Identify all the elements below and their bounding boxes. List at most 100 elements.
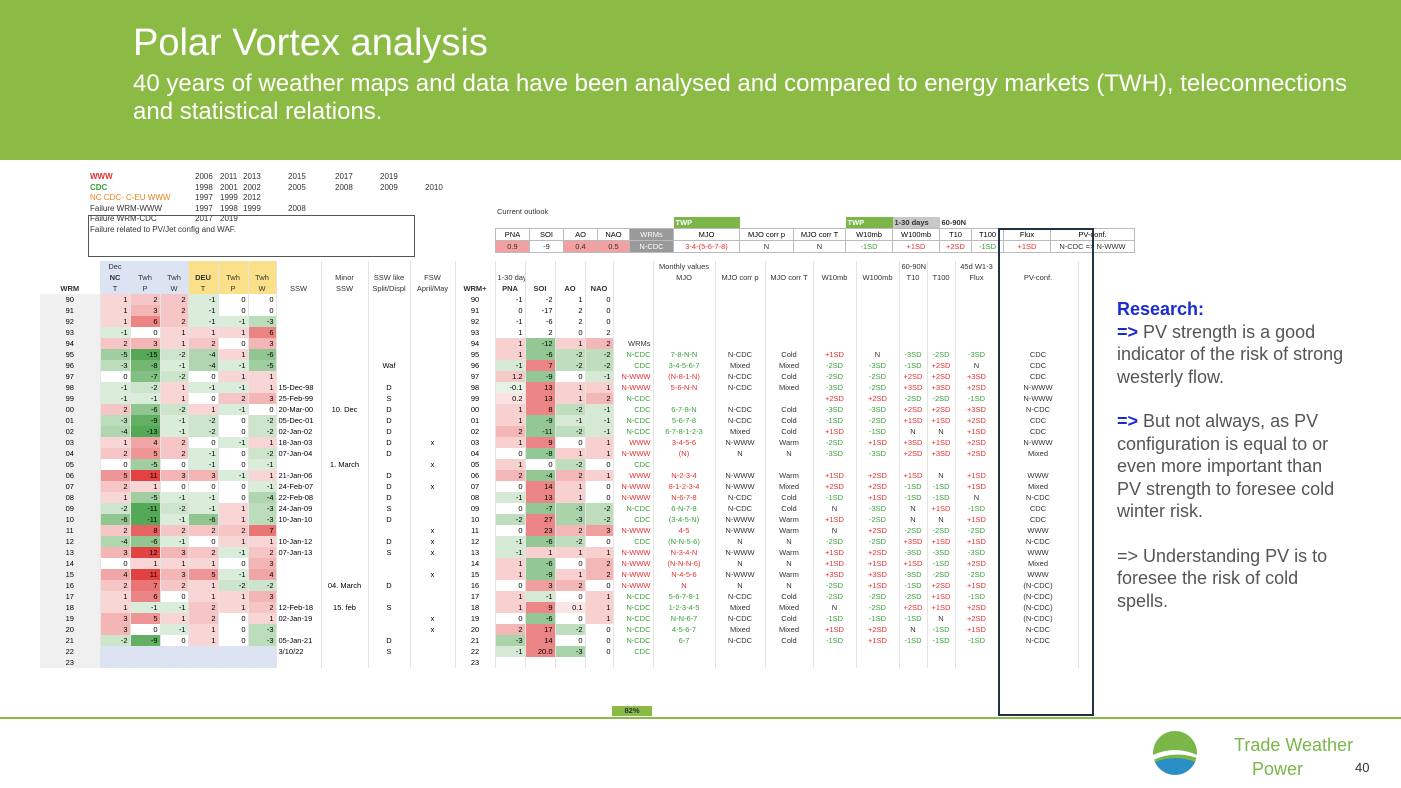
table-cell: 1 <box>555 393 586 404</box>
table-cell: -2SD <box>856 371 900 382</box>
table-cell: 94 <box>455 338 496 349</box>
table-cell: +2SD <box>813 393 857 404</box>
table-cell: +3SD <box>955 404 999 415</box>
table-cell: -2 <box>248 415 277 426</box>
table-cell <box>927 327 956 338</box>
header-cell <box>715 261 766 272</box>
table-cell <box>927 316 956 327</box>
table-cell: -1 <box>160 514 189 525</box>
table-cell <box>927 305 956 316</box>
table-cell <box>856 327 900 338</box>
table-cell: 1 <box>248 470 277 481</box>
table-cell <box>321 327 369 338</box>
header-cell <box>525 261 556 272</box>
table-cell: 1 <box>248 536 277 547</box>
table-cell: N-CDC <box>998 404 1079 415</box>
header-cell: Dec <box>100 261 131 272</box>
table-cell: 2 <box>585 327 614 338</box>
table-cell: +2SD <box>927 404 956 415</box>
table-cell: N-WWW <box>715 547 766 558</box>
table-cell: N-WWW <box>998 437 1079 448</box>
table-cell: 13 <box>525 382 556 393</box>
header-cell <box>321 261 369 272</box>
table-cell: 3/10/22 <box>276 646 322 657</box>
table-cell: 1 <box>188 580 219 591</box>
table-cell <box>276 525 322 536</box>
table-cell <box>321 481 369 492</box>
table-cell: 0 <box>585 294 614 305</box>
table-cell <box>276 371 322 382</box>
table-cell: -3 <box>248 316 277 327</box>
table-cell: 19 <box>455 613 496 624</box>
table-cell <box>813 338 857 349</box>
table-cell: 0 <box>100 558 131 569</box>
table-cell <box>410 338 456 349</box>
table-cell: -9 <box>525 415 556 426</box>
legend-year: 1997 <box>195 203 213 213</box>
table-cell: +2SD <box>856 525 900 536</box>
header-cell: T10 <box>899 272 928 283</box>
legend-row: NC CDC- C-EU WWW 1997 1999 2012 <box>90 193 450 204</box>
table-cell <box>276 459 322 470</box>
table-cell: 1 <box>555 382 586 393</box>
table-cell: -1 <box>160 492 189 503</box>
table-cell <box>813 657 857 668</box>
table-cell: 1 <box>555 448 586 459</box>
table-cell <box>715 338 766 349</box>
legend-year: 1998 <box>195 182 213 192</box>
table-cell: Warm <box>765 437 814 448</box>
table-row: 11 2 8 2 2 2 7 x 11 0 23 2 3 N-WWW 4-5 N-WWW Warm N +2SD -2… <box>40 525 1079 536</box>
table-cell: Warm <box>765 547 814 558</box>
table-cell: -2 <box>100 503 131 514</box>
table-cell: 07 <box>40 481 101 492</box>
table-cell <box>715 459 766 470</box>
table-cell: Warm <box>765 514 814 525</box>
outlook-value: -1SD <box>845 240 893 253</box>
table-cell <box>899 316 928 327</box>
table-cell: CDC <box>998 371 1079 382</box>
legend-year: 1999 <box>243 203 261 213</box>
table-cell: N-CDC <box>613 613 654 624</box>
table-cell: 0 <box>218 459 249 470</box>
table-cell <box>765 338 814 349</box>
table-cell: -6 <box>525 316 556 327</box>
table-cell: S <box>368 602 411 613</box>
table-cell: N-WWW <box>613 580 654 591</box>
table-cell: -9 <box>130 415 161 426</box>
table-cell <box>368 305 411 316</box>
table-cell: +3SD <box>927 382 956 393</box>
table-cell <box>653 657 716 668</box>
table-cell: +2SD <box>856 481 900 492</box>
table-cell: -1 <box>218 569 249 580</box>
table-cell: Cold <box>765 349 814 360</box>
table-cell <box>410 305 456 316</box>
table-cell: 4-5 <box>653 525 716 536</box>
header-cell <box>856 283 900 294</box>
table-cell: 05-Dec-01 <box>276 415 322 426</box>
table-cell <box>321 316 369 327</box>
table-cell: CDC <box>613 459 654 470</box>
data-table: Dec Monthly values 60-90N 45d W1-3 NC Twh Twh D… <box>40 261 1079 668</box>
table-cell: 13 <box>455 547 496 558</box>
header-cell: Flux <box>955 272 999 283</box>
table-cell: 0 <box>218 613 249 624</box>
table-cell: 0 <box>188 481 219 492</box>
table-cell: 1 <box>495 459 526 470</box>
table-cell: 1 <box>585 602 614 613</box>
table-cell: N-CDC <box>613 635 654 646</box>
table-cell: -17 <box>525 305 556 316</box>
table-cell: N <box>715 558 766 569</box>
table-cell <box>321 294 369 305</box>
table-cell: -2 <box>585 360 614 371</box>
table-cell: 1-2-3-4-5 <box>653 602 716 613</box>
table-cell: +2SD <box>899 404 928 415</box>
table-cell <box>368 613 411 624</box>
header-cell <box>585 272 614 283</box>
outlook-value: 0.9 <box>495 240 530 253</box>
table-cell: -2 <box>160 404 189 415</box>
table-cell <box>410 415 456 426</box>
table-cell <box>276 360 322 371</box>
table-cell <box>955 657 999 668</box>
outlook-tag <box>530 217 564 229</box>
table-row: 00 2 -6 -2 1 -1 0 20-Mar-00 10. Dec D 00 1 8 -2 -1 CDC 6… <box>40 404 1079 415</box>
